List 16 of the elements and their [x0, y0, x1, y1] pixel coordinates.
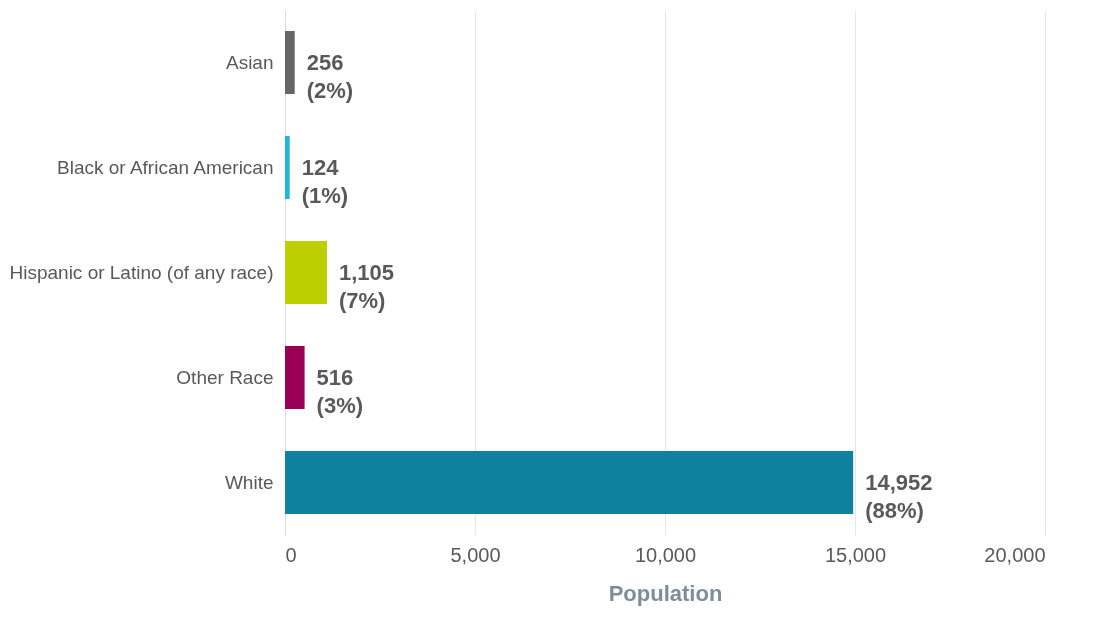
x-tick-label: 5,000: [450, 543, 501, 566]
x-axis-title: Population: [608, 580, 723, 606]
x-tick-label: 15,000: [824, 543, 887, 566]
y-tick-label: Other Race: [176, 366, 274, 388]
y-tick-label: Hispanic or Latino (of any race): [9, 261, 274, 283]
x-tick-label: 0: [285, 543, 297, 566]
data-label: 14,952 (88%): [865, 469, 933, 523]
y-tick-label: Black or African American: [57, 156, 274, 178]
x-tick-label: 20,000: [984, 543, 1046, 566]
data-label: 124 (1%): [301, 154, 349, 208]
data-label: 1,105 (7%): [338, 259, 395, 313]
data-label: 516 (3%): [316, 364, 364, 418]
data-label: 256 (2%): [306, 49, 354, 103]
y-tick-label: Asian: [225, 51, 274, 73]
y-tick-label: White: [224, 471, 274, 493]
x-tick-label: 10,000: [634, 543, 697, 566]
